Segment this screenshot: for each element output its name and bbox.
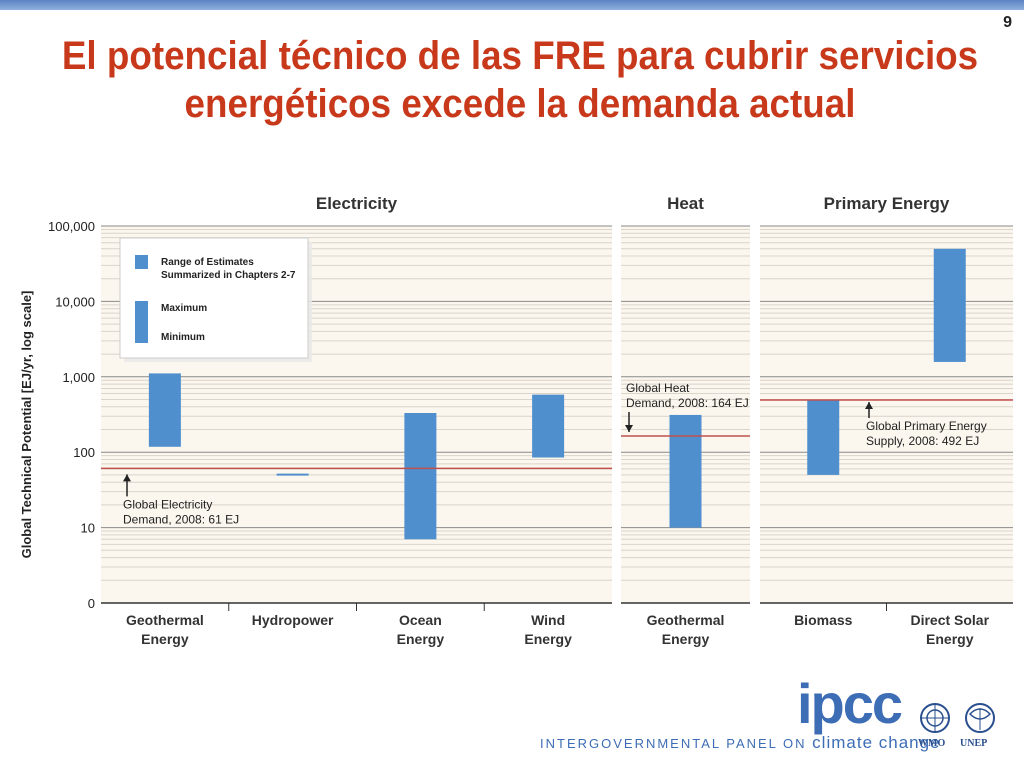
y-tick-label: 1,000 [62,370,95,385]
category-label-line1: Geothermal [647,612,725,628]
range-bar [148,373,181,447]
unep-caption: UNEP [960,738,988,749]
org-prefix: INTERGOVERNMENTAL PANEL ON [540,736,807,751]
ipcc-logo-text: ipcc [797,672,903,735]
legend-range-line1: Range of Estimates [161,257,254,268]
legend-range-line2: Summarized in Chapters 2-7 [161,270,296,281]
title-line-2: energéticos excede la demanda actual [184,82,856,126]
category-label-line1: Hydropower [252,612,334,628]
category-label-line2: Energy [926,631,974,647]
wmo-logo-icon [920,703,950,733]
panel-background [760,226,1013,603]
primary-demand-label-line1: Global Primary Energy [866,419,987,433]
y-tick-label: 10 [81,521,95,536]
category-label-line2: Energy [141,631,189,647]
category-label-line1: Geothermal [126,612,204,628]
electricity-demand-arrow-head [123,474,131,482]
title-line-1: El potencial técnico de las FRE para cub… [61,34,979,78]
y-tick-label: 0 [88,596,95,611]
unep-logo-icon [965,703,995,733]
legend-box [119,237,309,359]
y-axis-label: Global Technical Potential [EJ/yr, log s… [19,291,34,559]
category-label-line1: Biomass [794,612,853,628]
range-bar [276,473,309,476]
ipcc-org-name: INTERGOVERNMENTAL PANEL ON climate chang… [540,733,941,753]
category-label-line1: Ocean [399,612,442,628]
legend-range-swatch [135,255,148,269]
primary-demand-label-line2: Supply, 2008: 492 EJ [866,434,979,448]
wmo-caption: WMO [918,738,946,749]
top-accent-bar [0,0,1024,10]
slide-title: El potencial técnico de las FRE para cub… [60,32,980,128]
electricity-demand-label-line2: Demand, 2008: 61 EJ [123,512,239,526]
slide-number: 9 [1003,14,1012,31]
range-bar [532,394,565,458]
technical-potential-chart: Electricity Geothermal Energy Hydropower Oce… [19,194,1013,647]
category-label-line2: Energy [397,631,445,647]
panel-background [621,226,750,603]
y-tick-label: 100 [73,445,95,460]
category-label-line2: Energy [662,631,710,647]
legend-minimum: Minimum [161,332,205,343]
primary-demand-arrow-head [865,402,873,410]
range-bar [669,414,702,528]
category-label-line1: Wind [531,612,565,628]
category-label-line1: Direct Solar [910,612,989,628]
heat-demand-arrow-head [625,425,633,433]
panel-title: Electricity [316,194,398,213]
y-tick-label: 10,000 [55,294,95,309]
legend-minmax-swatch [135,301,148,343]
category-label-line2: Energy [524,631,572,647]
panel-title: Heat [667,194,704,213]
panel-title: Primary Energy [824,194,950,213]
heat-demand-label-line1: Global Heat [626,381,690,395]
legend-maximum: Maximum [161,303,207,314]
y-tick-label: 100,000 [48,219,95,234]
range-bar [404,413,437,540]
electricity-demand-label-line1: Global Electricity [123,497,212,511]
range-bar [807,399,840,475]
heat-demand-label-line2: Demand, 2008: 164 EJ [626,396,749,410]
org-suffix: climate change [812,733,941,752]
range-bar [933,248,966,362]
